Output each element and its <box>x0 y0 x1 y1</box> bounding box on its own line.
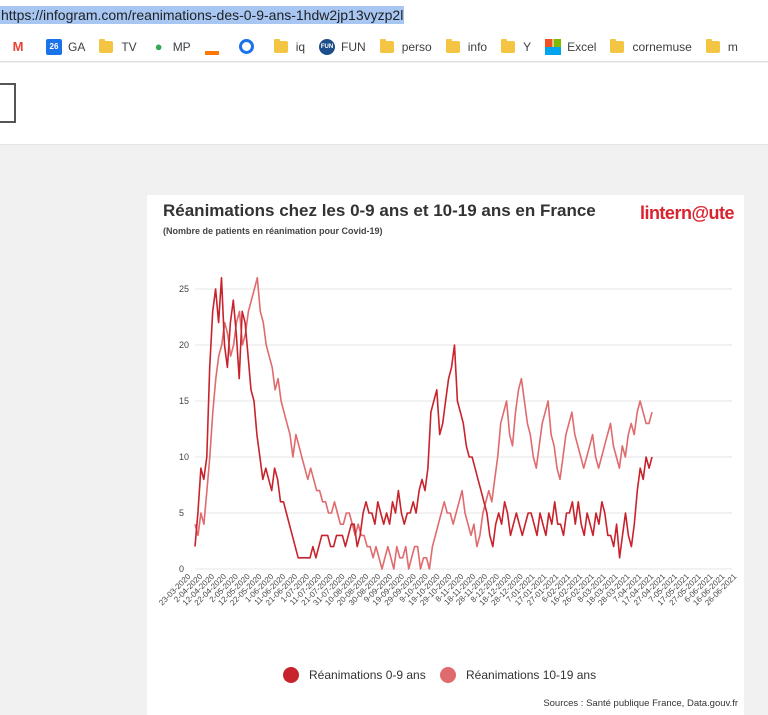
fun-icon: FUN <box>319 38 336 55</box>
bookmark-gmail[interactable]: M <box>10 39 32 55</box>
page-header <box>0 63 768 145</box>
search-box[interactable] <box>0 83 16 123</box>
bookmark-fun[interactable]: FUN FUN <box>319 38 366 55</box>
bookmark-label: Excel <box>567 39 597 54</box>
address-bar: https://infogram.com/reanimations-des-0-… <box>0 0 768 32</box>
series-line-0-9[interactable] <box>194 277 653 559</box>
bookmark-y[interactable]: Y <box>501 38 532 54</box>
bookmark-mp[interactable]: ● MP <box>151 39 191 55</box>
folder-icon <box>99 38 114 53</box>
y-tick-label: 25 <box>179 284 189 294</box>
folder-icon <box>610 38 625 53</box>
bookmark-perso[interactable]: perso <box>379 38 432 54</box>
bookmark-tv[interactable]: TV <box>99 38 137 54</box>
bookmark-label: info <box>467 39 488 54</box>
c-icon <box>238 39 254 54</box>
y-tick-label: 5 <box>179 508 184 518</box>
chart-card: 0 5 10 15 20 25 23-03-2020 2-04-2020 12-04-2020 2… <box>147 195 744 715</box>
bookmark-orange[interactable] <box>204 38 225 55</box>
legend-item-0-9[interactable]: Réanimations 0-9 ans <box>283 667 426 683</box>
bookmark-label: Y <box>523 39 532 54</box>
folder-icon <box>445 38 460 53</box>
legend-dot-icon <box>283 667 299 683</box>
bookmark-info[interactable]: info <box>445 38 488 54</box>
bookmark-c[interactable] <box>238 39 260 54</box>
microsoft-icon <box>545 38 562 55</box>
y-tick-label: 15 <box>179 396 189 406</box>
legend-item-10-19[interactable]: Réanimations 10-19 ans <box>440 667 596 683</box>
bookmark-m[interactable]: m <box>705 38 738 54</box>
gmail-icon: M <box>12 38 24 54</box>
y-tick-label: 0 <box>179 564 184 574</box>
url-field[interactable]: https://infogram.com/reanimations-des-0-… <box>0 4 405 26</box>
chart-title: Réanimations chez les 0-9 ans et 10-19 a… <box>163 201 596 220</box>
y-tick-label: 20 <box>179 340 189 350</box>
bookmarks-bar: M 26 GA TV ● MP iq FUN FUN perso info Y Excel cornemu… <box>0 32 768 62</box>
folder-icon <box>379 38 394 53</box>
folder-icon <box>501 38 516 53</box>
sources: Sources : Santé publique France, Data.go… <box>543 698 738 709</box>
legend-dot-icon <box>440 667 456 683</box>
calendar-icon: 26 <box>46 38 62 55</box>
bookmark-label: m <box>727 39 738 54</box>
url-text: https://infogram.com/reanimations-des-0-… <box>0 6 405 24</box>
chart-subtitle: (Nombre de patients en réanimation pour … <box>163 226 383 236</box>
folder-icon <box>705 38 720 53</box>
bookmark-cornemuse[interactable]: cornemuse <box>610 38 692 54</box>
bookmark-label: TV <box>121 39 137 54</box>
bookmark-label: GA <box>68 39 86 54</box>
bookmark-ga[interactable]: 26 GA <box>46 38 86 55</box>
chart: 051015202523-03-20202-04-202012-04-20202… <box>157 277 739 607</box>
legend-label: Réanimations 10-19 ans <box>466 668 597 682</box>
series-line-10-19[interactable] <box>194 277 653 570</box>
bookmark-label: perso <box>401 39 432 54</box>
maps-icon: ● <box>154 38 163 54</box>
bookmark-label: MP <box>172 39 191 54</box>
bookmark-label: iq <box>295 39 306 54</box>
linternaute-logo: lintern@ute <box>639 203 735 223</box>
legend-label: Réanimations 0-9 ans <box>309 668 426 682</box>
bookmark-iq[interactable]: iq <box>273 38 306 54</box>
bookmark-excel[interactable]: Excel <box>545 38 597 55</box>
folder-icon <box>273 38 288 53</box>
orange-icon <box>204 38 219 55</box>
y-tick-label: 10 <box>179 452 189 462</box>
bookmark-label: FUN <box>341 39 366 54</box>
bookmark-label: cornemuse <box>632 39 692 54</box>
